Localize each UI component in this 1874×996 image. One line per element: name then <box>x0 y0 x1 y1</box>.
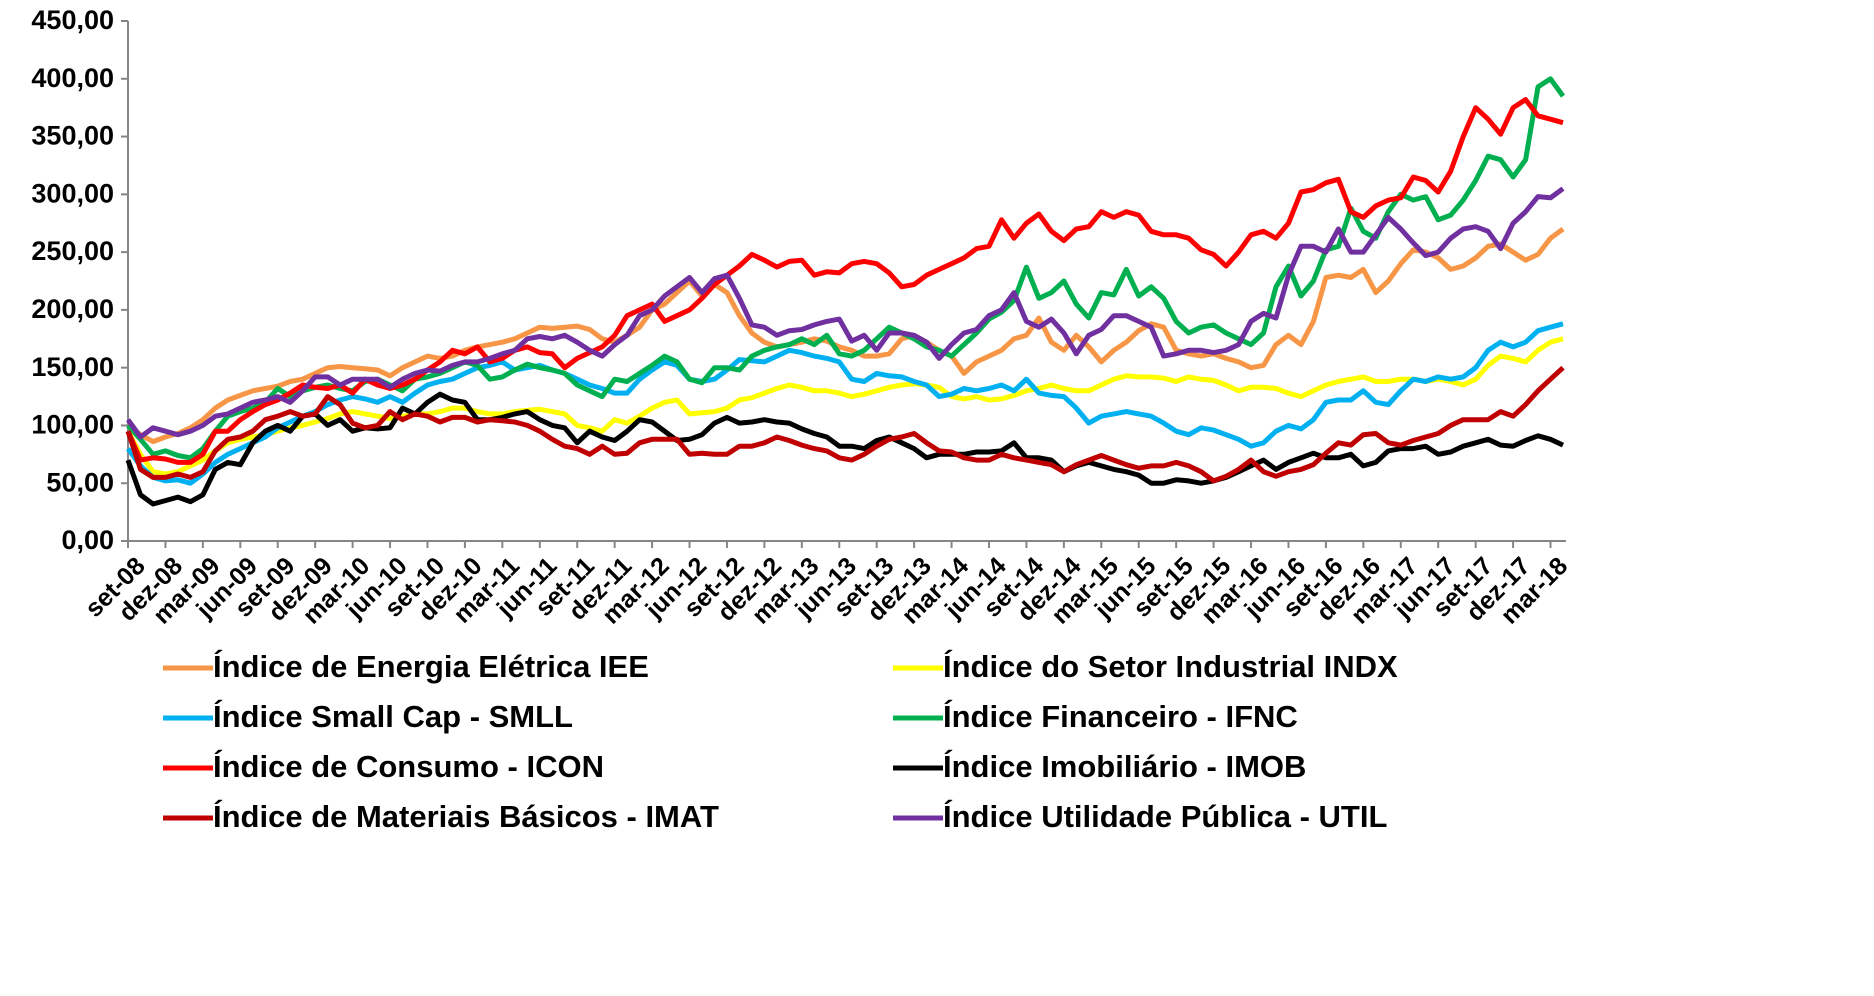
y-tick-label: 100,00 <box>31 410 114 440</box>
legend-label: Índice Small Cap - SMLL <box>213 699 573 734</box>
series-line <box>125 186 1565 440</box>
series-line <box>125 365 1565 484</box>
legend-label: Índice de Energia Elétrica IEE <box>213 649 649 684</box>
y-tick-label: 300,00 <box>31 178 114 208</box>
legend-label: Índice Financeiro - IFNC <box>943 699 1298 734</box>
legend: Índice de Energia Elétrica IEE Índice do … <box>163 649 1398 834</box>
y-tick-label: 200,00 <box>31 294 114 324</box>
series-line <box>125 321 1564 486</box>
legend-label: Índice Imobiliário - IMOB <box>943 749 1306 784</box>
axes: 0,00 50,00 100,00 150,00 200,00 250,00 300,00 3… <box>31 5 1573 630</box>
legend-label: Índice de Materiais Básicos - IMAT <box>213 799 719 834</box>
series-line <box>126 226 1565 445</box>
legend-label: Índice de Consumo - ICON <box>213 749 604 784</box>
y-tick-label: 0,00 <box>61 525 114 555</box>
y-tick-label: 250,00 <box>31 236 114 266</box>
y-tick-label: 150,00 <box>31 352 114 382</box>
legend-label: Índice Utilidade Pública - UTIL <box>943 799 1387 834</box>
y-tick-label: 350,00 <box>31 121 114 151</box>
plot-lines <box>125 76 1566 507</box>
legend-label: Índice do Setor Industrial INDX <box>943 649 1398 684</box>
y-tick-label: 50,00 <box>46 467 114 497</box>
y-tick-label: 400,00 <box>31 63 114 93</box>
y-tick-label: 450,00 <box>31 5 114 35</box>
series-line <box>125 336 1564 477</box>
